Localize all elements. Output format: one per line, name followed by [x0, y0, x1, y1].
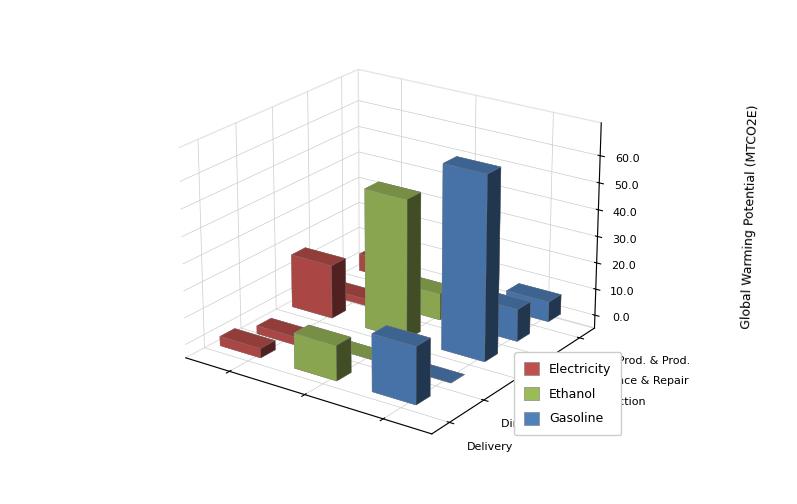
Legend: Electricity, Ethanol, Gasoline: Electricity, Ethanol, Gasoline: [514, 352, 622, 435]
